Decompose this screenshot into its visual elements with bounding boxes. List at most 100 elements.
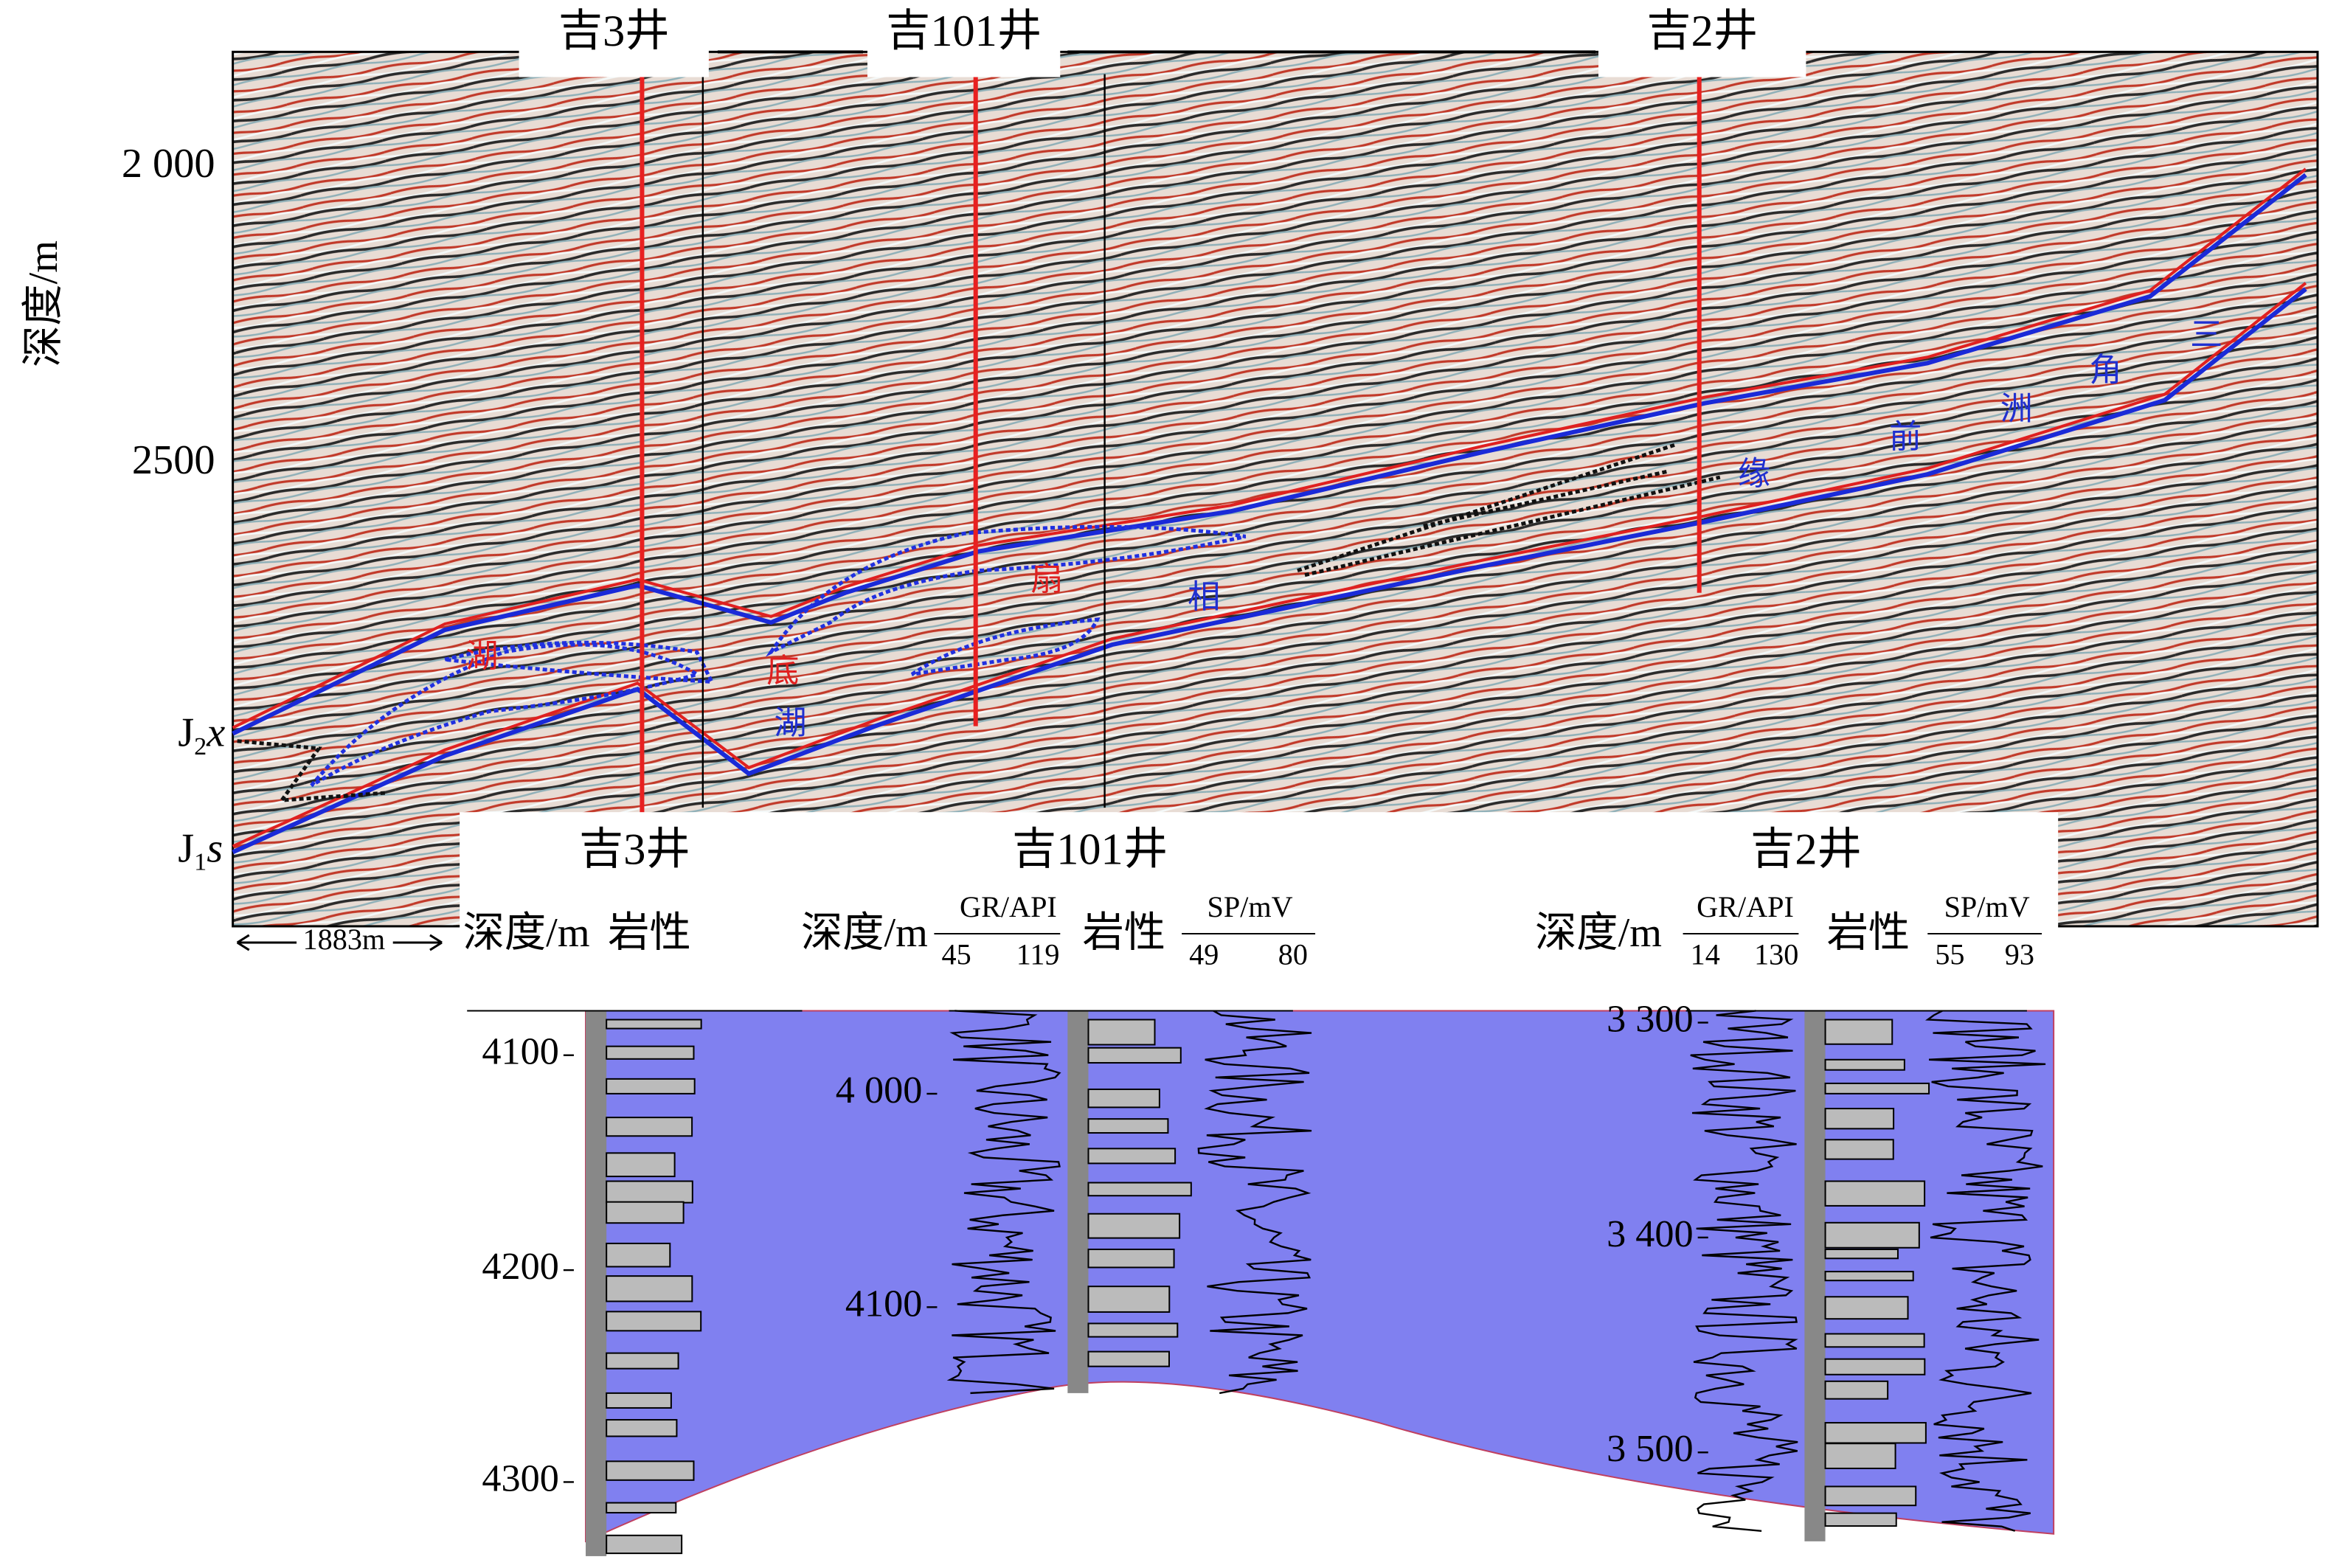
- well-label-box: [1598, 0, 1806, 77]
- horizon-blue: [232, 287, 2307, 855]
- lithology-column: [1804, 1010, 1826, 1541]
- lithology-bed: [1824, 1108, 1895, 1130]
- sp-header: SP/mV: [1944, 890, 2030, 923]
- lithology-header: 岩性: [1827, 910, 1910, 956]
- lithology-bed: [1824, 1082, 1930, 1095]
- sp-max: 80: [1278, 937, 1308, 971]
- lithology-bed: [1087, 1019, 1156, 1046]
- lithology-bed: [1824, 1019, 1893, 1045]
- facies-outline: [1297, 443, 1721, 577]
- facies-label: 三: [2190, 316, 2222, 353]
- gr-min: 45: [941, 937, 971, 971]
- lithology-bed: [606, 1201, 685, 1224]
- lithology-bed: [1824, 1422, 1927, 1444]
- lithology-bed: [1824, 1271, 1914, 1282]
- sp-header: SP/mV: [1207, 890, 1293, 923]
- horizon-sub: 2: [194, 733, 207, 760]
- lithology-header: 岩性: [1082, 910, 1165, 956]
- lithology-bed: [1824, 1380, 1889, 1400]
- facies-outline: [237, 739, 386, 802]
- depth-header: 深度/m: [463, 910, 590, 956]
- well-label-box: [519, 0, 709, 77]
- lithology-bed: [1087, 1248, 1175, 1269]
- lithology-bed: [606, 1502, 677, 1514]
- sp-curve: [1924, 1010, 2046, 1532]
- lithology-bed: [1087, 1213, 1181, 1239]
- log-well-name: 吉2井: [1750, 825, 1862, 874]
- y-axis-label: 深度/m: [21, 240, 66, 367]
- lithology-bed: [606, 1419, 678, 1437]
- depth-tick-label: 3 400: [1607, 1213, 1694, 1255]
- lithology-bed: [606, 1242, 671, 1268]
- log-header-box: [460, 812, 2059, 1011]
- horizon-suffix: x: [206, 710, 225, 756]
- log-well-name: 吉3井: [579, 825, 690, 874]
- facies-outline: [765, 524, 1247, 657]
- lithology-bed: [1824, 1139, 1894, 1160]
- horizon-suffix: s: [207, 825, 223, 871]
- lithology-bed: [606, 1460, 695, 1481]
- lithology-bed: [606, 1078, 696, 1095]
- lithology-bed: [1087, 1350, 1170, 1367]
- gr-min: 14: [1691, 937, 1720, 971]
- lithology-column: [1067, 1010, 1089, 1393]
- lithology-bed: [1824, 1485, 1917, 1507]
- depth-tick-label: 4100: [482, 1030, 559, 1073]
- lithology-bed: [606, 1152, 676, 1178]
- lithology-bed: [1087, 1088, 1160, 1109]
- lithology-bed: [1087, 1047, 1182, 1064]
- horizon-main: J: [178, 710, 194, 756]
- lithology-bed: [606, 1534, 683, 1555]
- well-name: 吉3井: [558, 7, 670, 56]
- lithology-header: 岩性: [608, 910, 691, 956]
- lithology-bed: [1087, 1322, 1179, 1338]
- lithology-bed: [606, 1019, 702, 1030]
- log-well-name: 吉101井: [1012, 825, 1168, 874]
- well-label-box: [867, 0, 1061, 77]
- horizon-sub: 1: [194, 848, 207, 875]
- lithology-bed: [1824, 1221, 1920, 1249]
- lithology-bed: [606, 1352, 679, 1370]
- sp-curve: [1197, 1010, 1312, 1395]
- lithology-bed: [1087, 1182, 1192, 1197]
- lithology-bed: [1087, 1118, 1169, 1134]
- lithology-bed: [1824, 1058, 1905, 1071]
- y-tick-label: 2500: [132, 437, 215, 483]
- lithology-bed: [606, 1275, 693, 1302]
- facies-label: 湖: [465, 638, 498, 674]
- lithology-bed: [1824, 1358, 1926, 1376]
- facies-label: 扇: [1030, 561, 1063, 597]
- depth-header: 深度/m: [801, 910, 928, 956]
- facies-label: 湖: [774, 705, 806, 741]
- depth-tick-label: 4300: [482, 1457, 559, 1499]
- facies-outline: [910, 617, 1101, 676]
- sp-max: 93: [2005, 937, 2034, 971]
- depth-tick-label: 4100: [845, 1282, 923, 1325]
- lithology-bed: [1824, 1443, 1896, 1469]
- facies-label: 角: [2089, 353, 2121, 389]
- scale-arrow: [236, 934, 443, 951]
- horizon-label: J2x: [178, 710, 225, 760]
- lithology-bed: [1824, 1180, 1926, 1207]
- gr-curve: [1690, 1010, 1798, 1532]
- facies-label: 相: [1188, 579, 1220, 615]
- gr-header: GR/API: [1697, 890, 1794, 923]
- horizon-label: J1s: [178, 825, 223, 875]
- lithology-bed: [606, 1311, 702, 1332]
- facies-label: 缘: [1738, 456, 1770, 492]
- depth-tick-label: 4 000: [836, 1069, 923, 1111]
- lithology-bed: [1087, 1286, 1171, 1313]
- gr-header: GR/API: [960, 890, 1057, 923]
- horizon-red: [232, 282, 2307, 848]
- lithology-bed: [1087, 1148, 1177, 1165]
- depth-tick-label: 3 300: [1607, 998, 1694, 1041]
- facies-outline: [310, 642, 701, 788]
- lithology-bed: [606, 1392, 672, 1409]
- scale-label: 1883m: [303, 923, 386, 956]
- facies-label: 前: [1889, 419, 1922, 455]
- lithology-bed: [1824, 1248, 1899, 1260]
- lithology-bed: [1824, 1333, 1925, 1348]
- facies-outline: [444, 640, 715, 684]
